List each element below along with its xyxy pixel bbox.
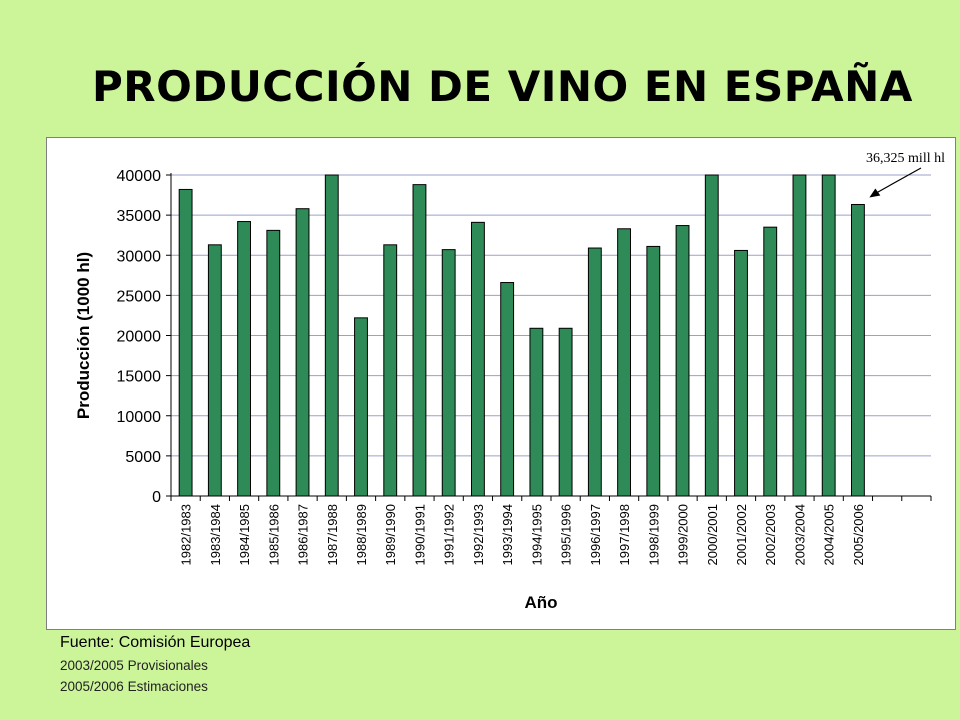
bar — [441, 249, 456, 497]
bar — [587, 247, 602, 497]
x-tick-label: 1986/1987 — [296, 504, 311, 565]
x-tick-label: 1992/1993 — [471, 504, 486, 565]
x-tick-label: 1991/1992 — [442, 504, 457, 565]
x-tick-label: 2005/2006 — [851, 504, 866, 565]
x-tick-label: 1985/1986 — [266, 504, 281, 565]
page-title: PRODUCCIÓN DE VINO EN ESPAÑA — [92, 62, 913, 111]
x-tick-label: 2003/2004 — [792, 504, 807, 565]
bar — [354, 317, 368, 497]
x-tick-label: 2002/2003 — [763, 504, 778, 565]
estimate-note: 2005/2006 Estimaciones — [60, 679, 208, 694]
bar-chart: 0 5000 10000 15000 20000 25000 30000 35000 40000… — [74, 151, 945, 612]
y-tick-label: 0 — [152, 489, 161, 506]
x-tick-label: 1987/1988 — [325, 504, 340, 565]
bar — [763, 226, 778, 497]
y-tick-label: 35000 — [117, 208, 162, 225]
x-tick-label: 1995/1996 — [559, 504, 574, 565]
x-axis-title: Año — [524, 593, 557, 612]
bar — [266, 229, 281, 497]
bar — [792, 174, 807, 497]
bar — [734, 249, 748, 497]
y-tick-label: 10000 — [117, 409, 162, 426]
source-note: Fuente: Comisión Europea — [60, 634, 251, 651]
x-tick-label: 1988/1989 — [354, 504, 369, 565]
bar — [383, 244, 398, 497]
x-tick-label: 2001/2002 — [734, 504, 749, 565]
x-tick-label: 1993/1994 — [500, 504, 515, 565]
annotation-arrowhead — [869, 188, 881, 198]
x-tick-label: 1999/2000 — [676, 504, 691, 565]
y-tick-label: 40000 — [117, 168, 162, 185]
bar — [295, 208, 310, 497]
x-tick-label: 1990/1991 — [412, 504, 427, 565]
notes-block: Fuente: Comisión Europea 2003/2005 Provi… — [60, 634, 250, 700]
y-axis-title: Producción (1000 hl) — [74, 252, 93, 419]
y-tick-label: 20000 — [117, 329, 162, 346]
annotation-arrow — [875, 167, 922, 195]
x-tick-label: 1998/1999 — [646, 504, 661, 565]
y-tick-label: 30000 — [117, 248, 162, 265]
bar — [821, 174, 836, 497]
x-tick-label: 1982/1983 — [179, 504, 194, 565]
y-tick-label: 15000 — [117, 369, 162, 386]
bar — [529, 327, 544, 497]
bar — [617, 228, 632, 497]
bar — [500, 282, 515, 497]
bar — [470, 221, 485, 497]
bar — [704, 174, 719, 497]
bar — [646, 245, 661, 497]
y-tick-label: 5000 — [125, 449, 161, 466]
bar — [675, 225, 690, 497]
bar — [850, 203, 865, 497]
x-tick-label: 1994/1995 — [529, 504, 544, 565]
annotation-label: 36,325 mill hl — [866, 151, 945, 166]
chart-panel: 0 5000 10000 15000 20000 25000 30000 35000 40000… — [46, 137, 956, 630]
x-tick-label: 1983/1984 — [208, 504, 223, 565]
x-tick-label: 1997/1998 — [617, 504, 632, 565]
x-tick-label: 2004/2005 — [822, 504, 837, 565]
bar — [237, 221, 252, 497]
bar — [558, 327, 573, 497]
bar — [412, 184, 427, 497]
x-tick-label: 1989/1990 — [383, 504, 398, 565]
x-tick-label: 1984/1985 — [237, 504, 252, 565]
x-tick-label: 1996/1997 — [588, 504, 603, 565]
provisional-note: 2003/2005 Provisionales — [60, 658, 208, 673]
bar — [324, 174, 339, 497]
y-tick-label: 25000 — [117, 288, 162, 305]
bar — [207, 244, 222, 497]
bar — [178, 188, 193, 497]
x-tick-label: 2000/2001 — [705, 504, 720, 565]
